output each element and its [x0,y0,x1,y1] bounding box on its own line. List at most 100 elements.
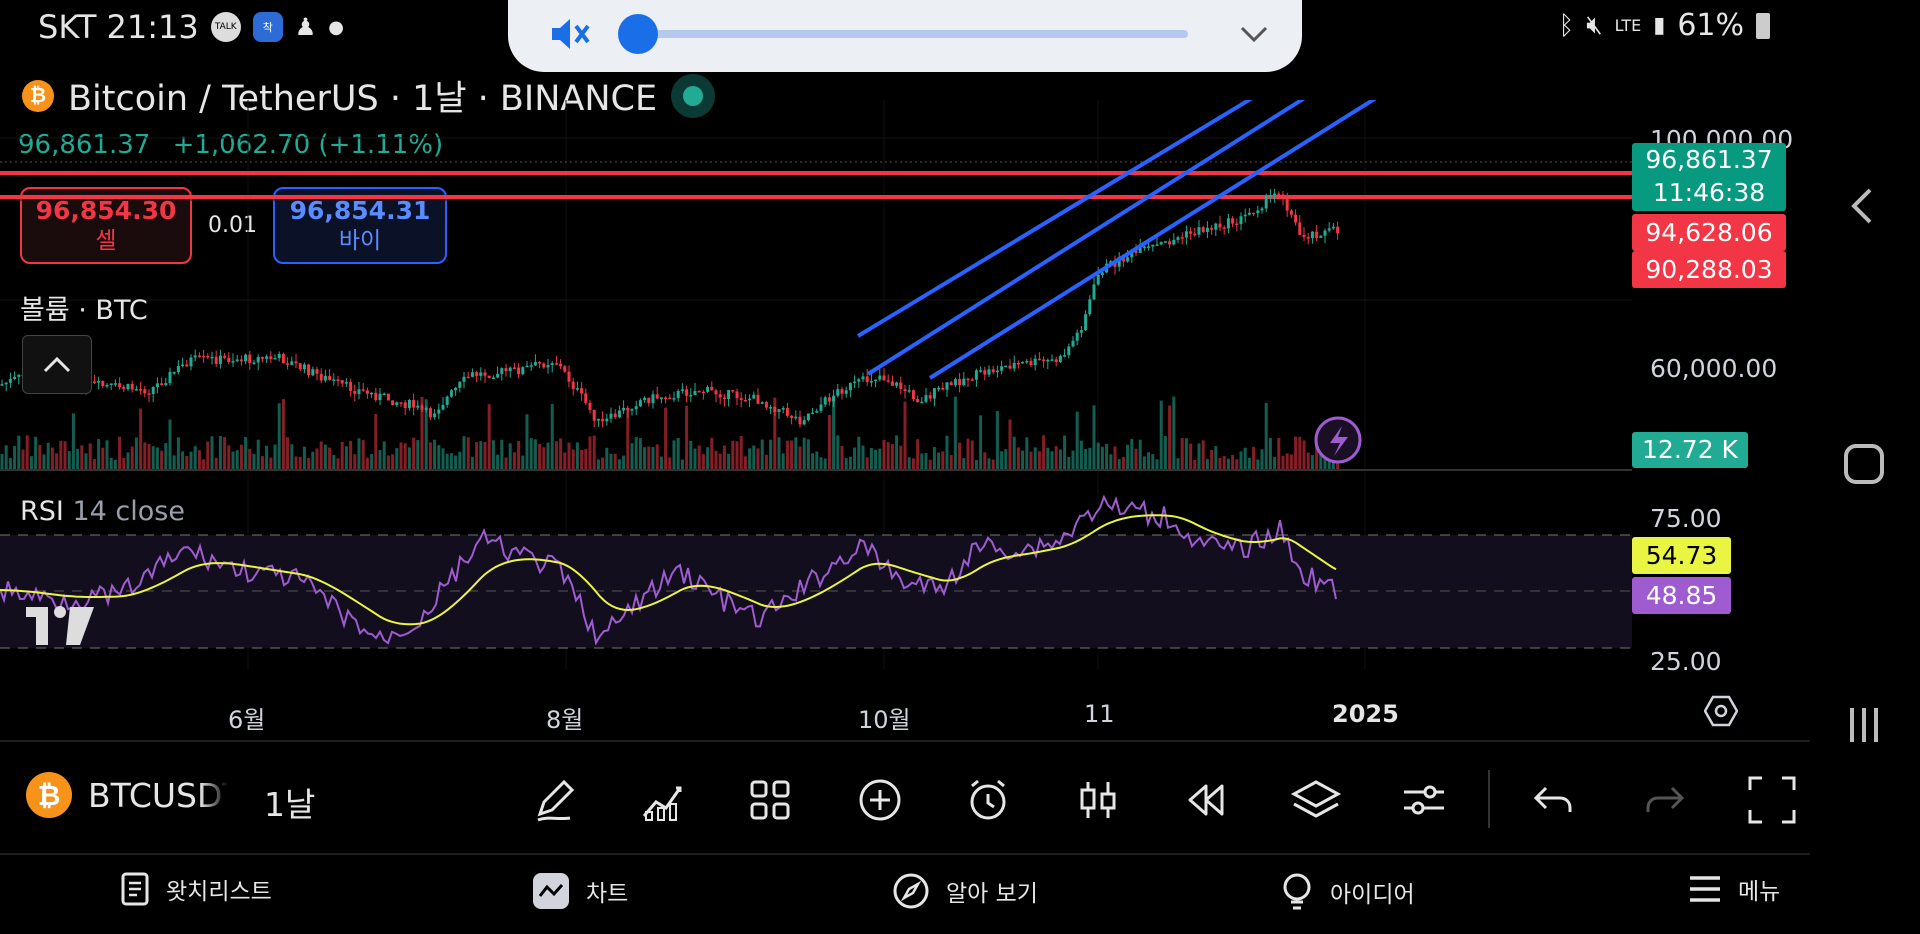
candle-body [785,408,789,416]
home-nav-icon[interactable] [1840,440,1888,488]
channel-lower-line[interactable] [928,100,1377,380]
volume-bar [265,445,269,470]
chevron-down-icon[interactable] [1238,22,1270,46]
volume-bar [1306,452,1310,470]
replay-icon[interactable] [1176,770,1236,830]
volume-bar [1113,446,1117,470]
candle-body [315,369,319,374]
add-icon[interactable] [850,770,910,830]
candle-body [1021,361,1025,364]
candle-body [735,391,739,399]
bluetooth-icon: ᛒ [1558,10,1575,41]
back-nav-icon[interactable] [1840,182,1888,230]
volume-bar [865,457,869,470]
candle-body [122,386,126,390]
lightning-icon[interactable] [1314,416,1362,464]
volume-bar [1092,405,1096,470]
pencil-icon[interactable] [524,770,584,830]
volume-bar [399,442,403,470]
candle-body [1025,360,1029,363]
undo-icon[interactable] [1524,770,1584,830]
candle-body [1012,362,1016,369]
alert-icon[interactable] [958,770,1018,830]
collapse-button[interactable] [22,335,92,394]
layout-icon[interactable] [740,770,800,830]
candle-body [1323,230,1327,236]
candle-body [475,372,479,376]
recents-nav-icon[interactable] [1840,700,1888,748]
volume-slider-knob[interactable] [618,14,658,54]
candle-body [109,383,113,385]
volume-bar [983,452,987,470]
candle-body [840,389,844,394]
volume-panel[interactable] [508,0,1302,72]
candle-body [210,356,214,359]
candle-body [302,364,306,370]
channel-middle-line[interactable] [866,100,1330,376]
chart-settings-hex-icon[interactable] [1704,694,1738,728]
speaker-mute-icon[interactable] [548,14,592,54]
rsi-pane-title[interactable]: RSI 14 close [20,496,185,527]
volume-bar [962,458,966,470]
volume-bar [344,446,348,470]
candle-body [235,359,239,362]
bitcoin-logo-icon: ₿ [22,79,54,112]
current-price-value: 96,861.37 [1645,145,1773,174]
candle-body [861,376,865,380]
candle-body [802,420,806,425]
bar-countdown: 11:46:38 [1652,178,1766,207]
indicators-icon[interactable] [632,770,692,830]
candle-body [370,392,374,395]
candle-body [617,410,621,418]
volume-bar [202,459,206,470]
volume-bar [903,401,907,470]
volume-bar [945,435,949,470]
buy-label: 바이 [338,227,382,254]
nav-explore-label: 알아 보기 [946,881,1038,907]
fullscreen-icon[interactable] [1742,770,1802,830]
volume-bar [227,445,231,470]
volume-bar [34,436,38,470]
nav-watchlist[interactable]: 왓치리스트 [120,872,272,906]
volume-slider[interactable] [638,30,1188,38]
trend-channel[interactable] [856,100,1377,380]
volume-bar [71,413,75,470]
nav-ideas[interactable]: 아이디어 [1280,872,1415,912]
layers-icon[interactable] [1286,770,1346,830]
candle-body [1189,231,1193,234]
volume-bar [277,403,281,470]
volume-bar [559,438,563,470]
interval-selector[interactable]: 1날 [264,785,316,824]
person-icon: ♟ [294,13,317,41]
nav-explore[interactable]: 알아 보기 [892,872,1038,910]
nav-chart[interactable]: 차트 [532,872,628,910]
channel-upper-line[interactable] [856,100,1302,338]
volume-bar [269,457,273,470]
candle-body [1130,250,1134,258]
price-chart[interactable] [0,100,1632,670]
candle-body [193,355,197,358]
volume-bar [987,458,991,470]
volume-bar [235,450,239,470]
symbol-selector[interactable]: ₿ BTCUSDT [26,772,228,818]
volume-bar [647,446,651,470]
candle-body [1163,241,1167,243]
candle-body [806,413,810,421]
candle-body [546,365,550,368]
settings-icon[interactable] [1394,770,1454,830]
volume-bar [349,440,353,470]
alert-price-tag-2[interactable]: 90,288.03 [1632,251,1786,288]
candle-body [794,416,798,419]
candle-body [1079,330,1083,333]
candle-body [139,389,143,391]
volume-bar [378,450,382,470]
candle-body [349,382,353,391]
candles-icon[interactable] [1068,770,1128,830]
alert-price-tag-1[interactable]: 94,628.06 [1632,214,1786,251]
symbol-header[interactable]: ₿ Bitcoin / TetherUS · 1날 · BINANCE [22,70,716,121]
volume-bar [1079,440,1083,470]
nav-menu[interactable]: 메뉴 [1688,872,1780,906]
candle-body [445,396,449,405]
more-dot-icon: ● [328,16,344,38]
redo-icon[interactable] [1634,770,1694,830]
